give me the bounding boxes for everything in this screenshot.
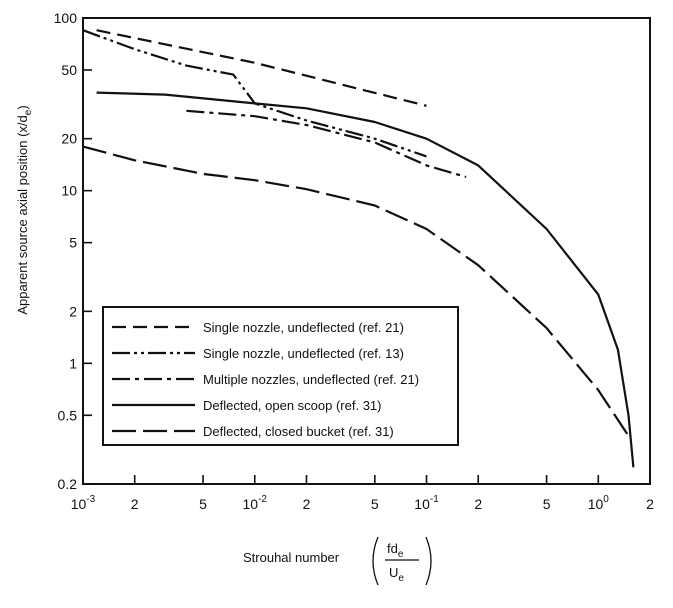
right-bracket bbox=[425, 536, 432, 586]
ticks-layer: 10-3 2 5 10-2 2 5 10-1 2 5 100 2 100 50 20 10 5 2 1 0.5 0.2 bbox=[54, 10, 654, 512]
x-tick-label: 10-3 bbox=[71, 494, 96, 512]
x-tick-label: 5 bbox=[543, 496, 551, 512]
y-tick-label: 50 bbox=[61, 62, 77, 78]
y-tick-label: 2 bbox=[69, 303, 77, 319]
x-tick-label: 5 bbox=[199, 496, 207, 512]
series-line-5 bbox=[82, 145, 630, 437]
y-axis-label-subscript: e bbox=[23, 109, 34, 115]
plot-frame bbox=[82, 17, 651, 485]
x-tick-label: 2 bbox=[131, 496, 139, 512]
y-tick-label: 10 bbox=[61, 183, 77, 199]
y-tick-label: 100 bbox=[54, 10, 78, 26]
x-tick-label: 2 bbox=[474, 496, 482, 512]
legend: Single nozzle, undeflected (ref. 21) Sing… bbox=[102, 306, 459, 446]
y-tick-label: 0.5 bbox=[58, 407, 78, 423]
left-bracket bbox=[372, 536, 379, 586]
legend-items: Single nozzle, undeflected (ref. 21) Sing… bbox=[112, 320, 419, 439]
legend-label-2: Single nozzle, undeflected (ref. 13) bbox=[203, 346, 404, 361]
x-tick-label: 10-2 bbox=[243, 494, 268, 512]
x-tick-label: 2 bbox=[303, 496, 311, 512]
legend-label-1: Single nozzle, undeflected (ref. 21) bbox=[203, 320, 404, 335]
x-axis-label: Strouhal number fde Ue bbox=[243, 536, 432, 586]
x-tick-label: 5 bbox=[371, 496, 379, 512]
x-axis-label-text: Strouhal number bbox=[243, 550, 340, 565]
y-tick-label: 0.2 bbox=[58, 476, 78, 492]
series-line-2 bbox=[82, 29, 427, 158]
series-line-3 bbox=[186, 109, 467, 179]
numerator-subscript: e bbox=[398, 549, 404, 560]
legend-label-4: Deflected, open scoop (ref. 31) bbox=[203, 398, 382, 413]
fraction-denominator: Ue bbox=[389, 565, 404, 584]
y-axis-label-close: ) bbox=[15, 105, 30, 109]
y-axis-label: Apparent source axial position (x/de) bbox=[15, 105, 34, 314]
x-tick-label: 100 bbox=[588, 494, 610, 512]
denominator-subscript: e bbox=[398, 573, 404, 584]
y-tick-label: 1 bbox=[69, 355, 77, 371]
legend-label-3: Multiple nozzles, undeflected (ref. 21) bbox=[203, 372, 419, 387]
series-line-4 bbox=[96, 91, 635, 468]
x-tick-label: 10-1 bbox=[414, 494, 439, 512]
legend-box bbox=[102, 306, 459, 446]
x-tick-label: 2 bbox=[646, 496, 654, 512]
y-tick-label: 20 bbox=[61, 131, 77, 147]
legend-label-5: Deflected, closed bucket (ref. 31) bbox=[203, 424, 394, 439]
fraction-numerator: fde bbox=[387, 541, 404, 560]
series-line-1 bbox=[96, 29, 427, 107]
y-tick-label: 5 bbox=[69, 235, 77, 251]
series-layer bbox=[82, 29, 635, 468]
